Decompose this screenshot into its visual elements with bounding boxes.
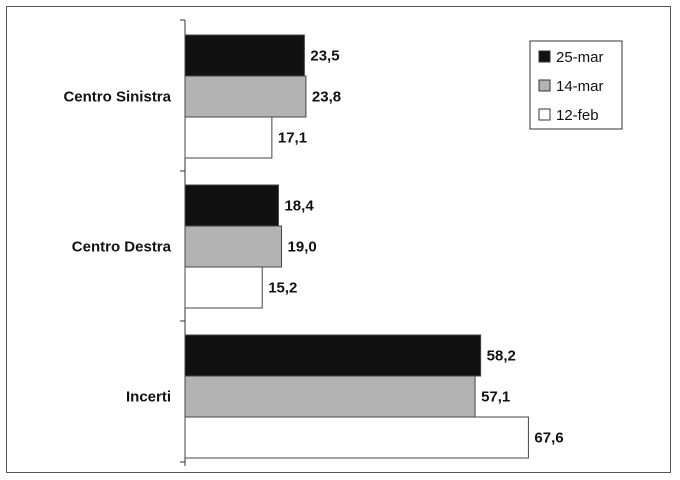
bars-layer bbox=[184, 34, 529, 459]
legend-label: 25-mar bbox=[556, 49, 604, 66]
axis-layer bbox=[180, 19, 186, 466]
bar bbox=[184, 225, 283, 268]
bar bbox=[184, 75, 307, 118]
legend-swatch bbox=[538, 50, 551, 63]
value-label: 23,8 bbox=[312, 89, 341, 106]
value-label: 67,6 bbox=[534, 430, 563, 447]
category-label: Centro Destra bbox=[72, 239, 172, 256]
legend-swatch bbox=[538, 79, 551, 92]
legend-label: 14-mar bbox=[556, 78, 604, 95]
value-label: 57,1 bbox=[481, 389, 510, 406]
value-label: 23,5 bbox=[310, 48, 339, 65]
bar bbox=[184, 184, 279, 227]
category-label: Centro Sinistra bbox=[63, 89, 171, 106]
legend-swatch bbox=[538, 108, 551, 121]
value-label: 58,2 bbox=[487, 348, 516, 365]
legend: 25-mar 14-mar 12-feb bbox=[529, 40, 623, 130]
value-label: 18,4 bbox=[284, 198, 314, 215]
bar bbox=[184, 34, 305, 77]
bar bbox=[184, 334, 482, 377]
category-label: Incerti bbox=[126, 389, 171, 406]
bar bbox=[184, 416, 529, 459]
labels-layer: Centro Sinistra 23,5 23,8 17,1 Centro Destra… bbox=[63, 48, 563, 447]
bar bbox=[184, 375, 476, 418]
legend-label: 12-feb bbox=[556, 107, 599, 124]
value-label: 17,1 bbox=[278, 130, 307, 147]
value-label: 19,0 bbox=[288, 239, 317, 256]
value-label: 15,2 bbox=[268, 280, 297, 297]
bar bbox=[184, 266, 263, 309]
bar bbox=[184, 116, 273, 159]
